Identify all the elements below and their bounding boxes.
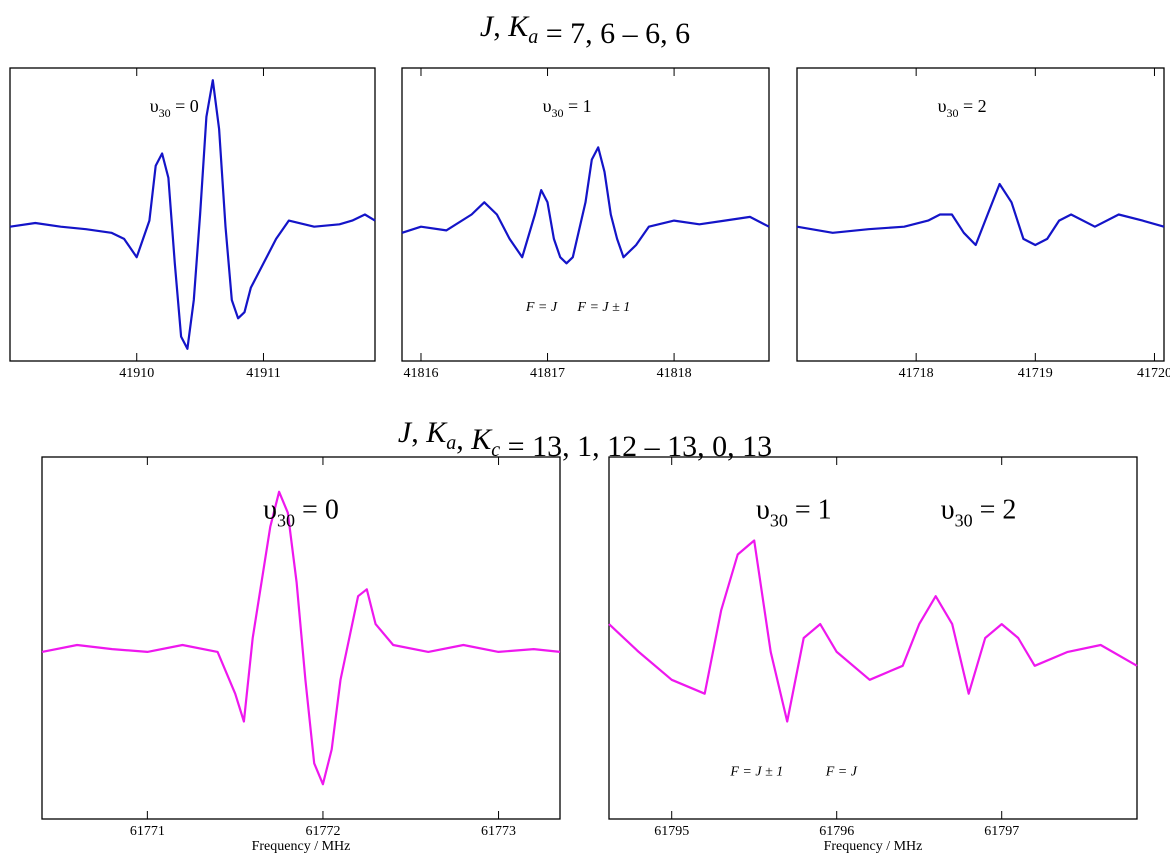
chart-panel-1: 41910 41911 υ30 = 0 xyxy=(9,67,376,381)
panel-state-label: υ30 = 0 xyxy=(150,96,199,120)
panel-state-label: υ30 = 1 xyxy=(543,96,592,120)
panels: 41910 41911 υ30 = 0 41816 41817 41818 υ30 = 1 F… xyxy=(9,67,1170,854)
panel-frame xyxy=(9,67,376,362)
panel-frame xyxy=(41,456,561,820)
top-title-text: J, Ka = 7, 6 – 6, 6 xyxy=(480,10,690,50)
hyperfine-annotation: F = J ± 1 xyxy=(729,765,783,780)
spectrum-line xyxy=(41,490,561,786)
hyperfine-annotation: F = J xyxy=(525,300,558,315)
x-tick-label: 41718 xyxy=(899,366,934,381)
panel-frame xyxy=(608,456,1138,820)
spectrum-line xyxy=(608,539,1138,723)
x-tick-label: 61773 xyxy=(481,824,516,839)
x-tick-label: 41719 xyxy=(1018,366,1053,381)
chart-panel-4: 61771 61772 61773 Frequency / MHz υ30 = 0 xyxy=(41,456,561,854)
x-axis-label: Frequency / MHz xyxy=(824,839,923,854)
x-tick-label: 41720 xyxy=(1137,366,1170,381)
x-tick-label: 41911 xyxy=(246,366,280,381)
x-tick-label: 61771 xyxy=(130,824,165,839)
x-tick-label: 41910 xyxy=(119,366,154,381)
panel-state-label: υ30 = 1 xyxy=(756,495,832,531)
x-tick-label: 41817 xyxy=(530,366,565,381)
x-tick-label: 41816 xyxy=(403,366,438,381)
hyperfine-annotation: F = J xyxy=(825,765,858,780)
panel-state-label: υ30 = 2 xyxy=(938,96,987,120)
bottom-title: J, Ka, Kc = 13, 1, 12 – 13, 0, 13 xyxy=(398,416,772,463)
x-tick-label: 61797 xyxy=(984,824,1019,839)
panel-frame xyxy=(401,67,770,362)
x-axis-label: Frequency / MHz xyxy=(252,839,351,854)
x-tick-label: 61795 xyxy=(654,824,689,839)
panel-state-label: υ30 = 0 xyxy=(263,495,339,531)
x-tick-label: 61796 xyxy=(819,824,854,839)
hyperfine-annotation: F = J ± 1 xyxy=(576,300,630,315)
x-tick-label: 41818 xyxy=(657,366,692,381)
panel-frame xyxy=(796,67,1165,362)
chart-panel-5: 61795 61796 61797 Frequency / MHz υ30 = 1 υ30… xyxy=(608,456,1138,854)
bottom-title-text: J, Ka, Kc = 13, 1, 12 – 13, 0, 13 xyxy=(398,416,772,463)
spectrum-line xyxy=(796,182,1165,247)
spectrum-line xyxy=(9,79,376,350)
chart-panel-2: 41816 41817 41818 υ30 = 1 F = J F = J ± 1 xyxy=(401,67,770,381)
chart-panel-3: 41718 41719 41720 υ30 = 2 xyxy=(796,67,1170,381)
spectrum-line xyxy=(401,146,770,265)
panel-state-label: υ30 = 2 xyxy=(941,495,1017,531)
top-title: J, Ka = 7, 6 – 6, 6 xyxy=(480,10,690,50)
x-tick-label: 61772 xyxy=(305,824,340,839)
